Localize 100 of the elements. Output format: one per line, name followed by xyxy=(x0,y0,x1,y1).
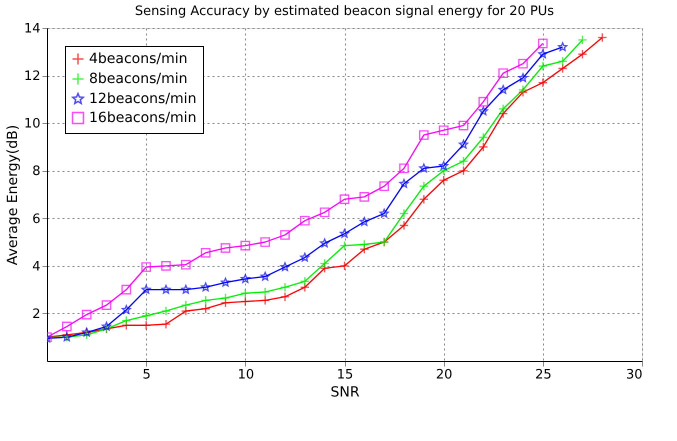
point xyxy=(558,42,568,52)
point xyxy=(419,164,428,172)
point xyxy=(458,120,468,130)
point xyxy=(478,106,488,116)
point xyxy=(478,96,488,107)
y-tick-label: 14 xyxy=(24,22,40,36)
y-tick-label: 4 xyxy=(32,259,40,274)
point xyxy=(518,73,528,82)
point xyxy=(122,284,132,294)
x-axis-title: SNR xyxy=(330,384,360,400)
point xyxy=(578,35,588,45)
point xyxy=(220,293,230,303)
point xyxy=(161,306,171,316)
point xyxy=(240,240,250,250)
y-tick-label: 10 xyxy=(24,116,40,132)
point xyxy=(438,166,448,176)
point xyxy=(360,192,370,202)
point xyxy=(498,85,508,94)
point xyxy=(320,238,330,248)
point xyxy=(82,310,92,320)
point xyxy=(360,217,369,226)
point xyxy=(161,261,171,271)
point xyxy=(538,38,548,48)
y-axis-title: Average Energy(dB) xyxy=(4,124,21,266)
point xyxy=(558,56,568,66)
y-tick-label: 6 xyxy=(32,212,40,227)
point xyxy=(438,125,448,136)
point xyxy=(82,330,92,340)
point xyxy=(458,156,468,166)
point xyxy=(102,322,112,331)
point xyxy=(419,181,429,192)
point xyxy=(200,304,210,314)
point xyxy=(220,278,230,287)
point xyxy=(380,208,389,218)
point xyxy=(240,288,250,298)
point xyxy=(518,85,528,95)
point xyxy=(360,240,370,250)
point xyxy=(538,49,548,58)
point xyxy=(181,284,190,294)
legend-label: 16beacons/min xyxy=(89,110,196,126)
y-tick-label: 2 xyxy=(32,306,40,322)
legend-label: 8beacons/min xyxy=(89,71,188,87)
point xyxy=(320,258,330,268)
point xyxy=(478,132,488,142)
point xyxy=(340,228,350,238)
point xyxy=(399,220,409,230)
point xyxy=(181,300,191,310)
point xyxy=(122,316,132,326)
point xyxy=(300,216,310,226)
legend-label: 4beacons/min xyxy=(89,51,188,67)
y-tick-label: 12 xyxy=(24,69,40,84)
point xyxy=(300,276,310,286)
point xyxy=(200,248,210,258)
point xyxy=(379,181,389,192)
point xyxy=(240,274,250,283)
point xyxy=(161,284,171,294)
point xyxy=(340,240,350,250)
point xyxy=(142,284,151,294)
point xyxy=(439,161,448,170)
point xyxy=(320,208,330,218)
point xyxy=(518,58,528,69)
point xyxy=(280,292,290,302)
x-tick-label: 15 xyxy=(336,368,354,382)
point xyxy=(399,208,409,218)
point xyxy=(201,282,210,292)
x-tick-label: 10 xyxy=(238,368,254,382)
point xyxy=(161,319,171,329)
point xyxy=(340,261,350,271)
x-tick-label: 30 xyxy=(626,368,642,382)
point xyxy=(260,287,270,297)
point xyxy=(260,272,270,281)
point xyxy=(478,142,488,152)
y-tick-label: 8 xyxy=(32,164,40,180)
point xyxy=(498,68,508,78)
point xyxy=(558,64,568,74)
point xyxy=(419,194,429,204)
point xyxy=(399,178,409,188)
x-tick-label: 5 xyxy=(142,368,151,382)
x-tick-label: 20 xyxy=(436,368,452,382)
point xyxy=(280,262,290,272)
point xyxy=(300,252,310,262)
point xyxy=(141,310,151,321)
x-tick-label: 25 xyxy=(535,368,552,382)
point xyxy=(458,140,468,149)
point xyxy=(181,260,191,270)
point xyxy=(538,78,548,88)
point xyxy=(419,130,429,140)
point xyxy=(438,175,448,186)
point xyxy=(399,164,409,174)
point xyxy=(498,104,508,114)
point xyxy=(122,305,131,314)
point xyxy=(340,194,350,204)
point xyxy=(280,282,290,292)
point xyxy=(578,49,588,59)
point xyxy=(598,32,608,42)
point xyxy=(200,296,210,306)
point xyxy=(260,237,270,247)
chart-title: Sensing Accuracy by estimated beacon signal energy for 20 PUs xyxy=(134,4,554,19)
point xyxy=(141,262,151,272)
point xyxy=(220,243,230,253)
